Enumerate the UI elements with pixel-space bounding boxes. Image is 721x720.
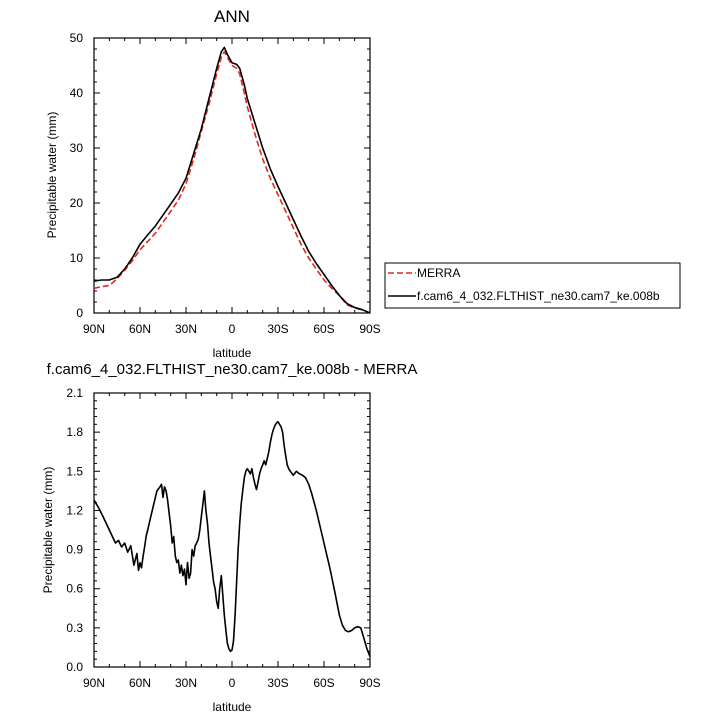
legend-label-model: f.cam6_4_032.FLTHIST_ne30.cam7_ke.008b — [417, 289, 660, 303]
bottom-ytick-label: 0.6 — [66, 582, 83, 596]
top-ytick-label: 40 — [70, 86, 84, 100]
top-xtick-label: 90N — [83, 322, 105, 336]
top-ytick-label: 0 — [76, 306, 83, 320]
top-chart-xlabel: latitude — [213, 346, 252, 360]
bottom-ytick-label: 2.1 — [66, 386, 83, 400]
top-ytick-label: 50 — [70, 31, 84, 45]
top-chart-title: ANN — [214, 7, 250, 26]
bottom-xtick-label: 30S — [267, 676, 288, 690]
bottom-frame — [93, 392, 371, 668]
top-chart-ylabel: Precipitable water (mm) — [45, 112, 59, 239]
top-ytick-label: 30 — [70, 141, 84, 155]
bottom-xtick-label: 30N — [175, 676, 197, 690]
top-xtick-label: 60N — [129, 322, 151, 336]
bottom-series-difference — [93, 420, 371, 657]
bottom-chart-ylabel: Precipitable water (mm) — [41, 467, 55, 594]
bottom-chart: f.cam6_4_032.FLTHIST_ne30.cam7_ke.008b -… — [41, 361, 417, 714]
bottom-ytick-label: 0.3 — [66, 621, 83, 635]
bottom-ytick-label: 1.5 — [66, 464, 83, 478]
bottom-xtick-label: 90N — [83, 676, 105, 690]
bottom-ytick-label: 1.2 — [66, 503, 83, 517]
bottom-chart-title: f.cam6_4_032.FLTHIST_ne30.cam7_ke.008b -… — [47, 361, 418, 378]
top-series-model — [93, 46, 371, 314]
bottom-xtick-label: 90S — [359, 676, 380, 690]
legend: MERRA f.cam6_4_032.FLTHIST_ne30.cam7_ke.… — [384, 262, 681, 309]
top-xtick-label: 0 — [229, 322, 236, 336]
top-chart: ANN Precipitable water (mm) latitude 90N… — [45, 7, 381, 360]
bottom-xtick-label: 60S — [313, 676, 334, 690]
top-xtick-label: 30N — [175, 322, 197, 336]
bottom-chart-xlabel: latitude — [213, 700, 252, 714]
top-ytick-label: 20 — [70, 196, 84, 210]
top-series-merra — [93, 50, 371, 314]
top-xtick-label: 90S — [359, 322, 380, 336]
top-xtick-label: 60S — [313, 322, 334, 336]
bottom-ytick-label: 1.8 — [66, 425, 83, 439]
bottom-xtick-label: 0 — [229, 676, 236, 690]
bottom-ytick-label: 0.0 — [66, 660, 83, 674]
legend-box — [384, 262, 681, 309]
bottom-plot-area: 90N 60N 30N 0 30S 60S 90S 0.0 0.3 0.6 0.9 1.2 1.5 1.8… — [66, 386, 380, 690]
legend-label-merra: MERRA — [417, 266, 460, 280]
top-plot-area: 90N 60N 30N 0 30S 60S 90S 0 10 20 30 40 50 — [70, 31, 381, 336]
top-ytick-label: 10 — [70, 251, 84, 265]
top-frame — [93, 37, 371, 314]
top-xtick-label: 30S — [267, 322, 288, 336]
bottom-xtick-label: 60N — [129, 676, 151, 690]
bottom-ytick-label: 0.9 — [66, 543, 83, 557]
